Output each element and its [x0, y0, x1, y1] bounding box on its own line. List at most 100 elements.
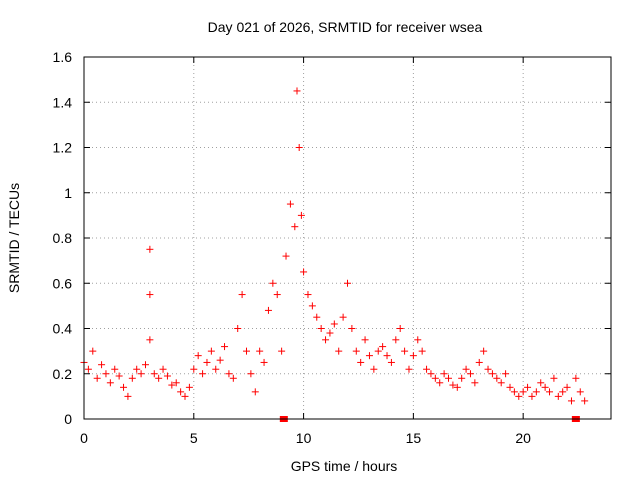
data-point — [480, 347, 488, 355]
data-point — [115, 372, 123, 380]
data-point — [405, 365, 413, 373]
y-tick-label: 1.2 — [53, 140, 73, 156]
data-point — [194, 352, 202, 360]
data-point — [264, 306, 272, 314]
data-point — [445, 374, 453, 382]
data-point — [339, 313, 347, 321]
data-point — [357, 358, 365, 366]
data-point — [576, 388, 584, 396]
data-point — [124, 392, 132, 400]
data-point — [155, 374, 163, 382]
y-tick-label: 0.6 — [53, 275, 73, 291]
data-point — [466, 370, 474, 378]
data-point — [532, 388, 540, 396]
data-point — [293, 87, 301, 95]
data-point — [89, 347, 97, 355]
data-point — [462, 365, 470, 373]
data-point — [541, 383, 549, 391]
data-point — [387, 358, 395, 366]
x-tick-label: 5 — [190, 430, 198, 446]
data-point — [379, 343, 387, 351]
data-point — [418, 347, 426, 355]
data-point — [554, 392, 562, 400]
data-point — [295, 144, 303, 151]
data-point — [304, 291, 312, 299]
data-point — [242, 347, 250, 355]
data-point — [185, 383, 193, 391]
data-point — [510, 388, 518, 396]
data-point — [546, 388, 554, 396]
data-point — [453, 383, 461, 391]
data-point — [146, 291, 154, 299]
x-tick-label: 10 — [296, 430, 312, 446]
data-point — [141, 361, 149, 369]
data-point — [273, 291, 281, 299]
data-point — [559, 388, 567, 396]
data-point — [146, 336, 154, 344]
x-tick-label: 0 — [80, 430, 88, 446]
data-point — [550, 374, 558, 382]
data-point — [537, 379, 545, 387]
data-point — [291, 223, 299, 231]
data-point — [330, 320, 338, 328]
data-point — [313, 313, 321, 321]
data-point — [120, 383, 128, 391]
plot-frame — [83, 56, 612, 420]
data-point — [286, 200, 294, 208]
data-point — [128, 374, 136, 382]
data-point — [146, 245, 154, 253]
data-point — [251, 388, 259, 396]
data-point — [502, 370, 510, 378]
data-point — [475, 358, 483, 366]
data-point — [84, 365, 92, 373]
chart-title: Day 021 of 2026, SRMTID for receiver wse… — [208, 19, 483, 35]
data-point — [300, 268, 308, 276]
data-point — [322, 336, 330, 344]
data-point — [177, 388, 185, 396]
data-point — [133, 365, 141, 373]
data-point — [515, 392, 523, 400]
data-point — [234, 325, 242, 332]
data-point — [111, 365, 119, 373]
data-point — [225, 370, 233, 378]
data-point — [98, 361, 106, 369]
data-point — [348, 325, 356, 332]
data-point — [528, 392, 536, 400]
data-point — [506, 383, 514, 391]
data-point — [269, 279, 277, 287]
data-point — [519, 388, 527, 396]
y-axis-label: SRMTID / TECUs — [6, 183, 22, 293]
data-point — [524, 383, 532, 391]
data-point — [229, 374, 237, 382]
data-point — [581, 397, 589, 405]
data-point — [440, 370, 448, 378]
data-point — [427, 370, 435, 378]
data-point — [168, 381, 176, 389]
data-point — [374, 347, 382, 355]
data-point — [199, 370, 207, 378]
data-point — [212, 365, 220, 373]
data-point — [247, 370, 255, 378]
data-point — [396, 325, 404, 332]
data-point — [572, 374, 580, 382]
data-point — [102, 370, 110, 378]
data-point — [216, 356, 224, 364]
data-point — [414, 336, 422, 344]
data-point — [181, 392, 189, 400]
data-point — [423, 365, 431, 373]
data-point — [308, 302, 316, 310]
data-point — [431, 374, 439, 382]
axis-ticks: 0 0.2 0.4 0.6 0.8 1 1.2 1.4 1.6 0 5 10 15 20 — [53, 49, 611, 446]
data-point — [278, 347, 286, 355]
data-point — [497, 379, 505, 387]
data-points — [80, 87, 589, 405]
data-point — [221, 343, 229, 351]
data-point — [159, 365, 167, 373]
data-point — [370, 365, 378, 373]
data-point — [297, 211, 305, 219]
data-point — [383, 352, 391, 360]
data-point — [436, 379, 444, 387]
y-tick-label: 0 — [64, 411, 72, 427]
data-point — [449, 381, 457, 389]
